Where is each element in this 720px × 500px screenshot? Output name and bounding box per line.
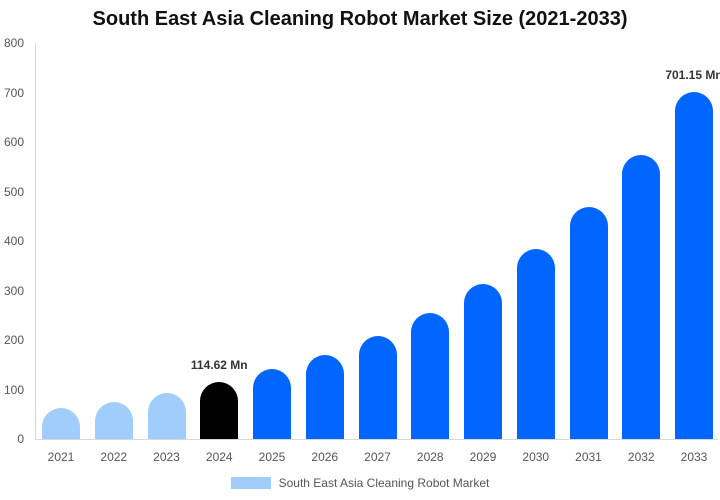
y-axis-line (35, 43, 36, 439)
legend-swatch (230, 477, 271, 489)
y-tick-label: 400 (3, 234, 24, 248)
x-tick-label: 2026 (311, 450, 339, 464)
x-tick-label: 2030 (522, 450, 550, 464)
x-tick-label: 2032 (627, 450, 655, 464)
y-tick-label: 200 (3, 333, 24, 347)
bar-2030[interactable] (516, 249, 555, 439)
legend: South East Asia Cleaning Robot Market (0, 476, 720, 490)
y-tick-label: 700 (3, 85, 24, 100)
bar-2026[interactable] (305, 354, 344, 439)
y-tick-label: 500 (3, 184, 24, 199)
x-tick-label: 2023 (153, 450, 180, 464)
x-tick-label: 2027 (364, 450, 391, 464)
chart-title: South East Asia Cleaning Robot Market Si… (92, 8, 628, 30)
x-tick-label: 2031 (575, 450, 602, 464)
x-tick-label: 2025 (258, 450, 286, 464)
bar-2033[interactable] (675, 91, 713, 439)
bar-2028[interactable] (411, 312, 450, 439)
y-tick-label: 300 (3, 283, 24, 298)
bar-2022[interactable] (94, 401, 133, 439)
x-axis-line (35, 439, 718, 440)
x-tick-label: 2024 (205, 450, 233, 464)
y-tick-label: 0 (17, 432, 24, 446)
bar-2027[interactable] (358, 336, 397, 439)
y-tick-label: 600 (3, 135, 24, 149)
bar-2031[interactable] (569, 207, 608, 439)
x-tick-label: 2029 (469, 450, 497, 464)
bar-2029[interactable] (464, 283, 502, 439)
x-tick-label: 2033 (680, 450, 708, 464)
x-tick-label: 2021 (47, 450, 75, 464)
data-label: 114.62 Mn (190, 358, 248, 373)
bar-2023[interactable] (147, 392, 186, 439)
data-label: 701.15 Mn (665, 67, 720, 82)
bar-2032[interactable] (622, 155, 661, 439)
y-tick-label: 800 (3, 36, 24, 50)
x-tick-label: 2028 (416, 450, 444, 464)
x-tick-label: 2022 (100, 450, 128, 464)
bar-2025[interactable] (253, 368, 291, 439)
bar-2024[interactable] (200, 382, 239, 439)
legend-label: South East Asia Cleaning Robot Market (278, 476, 490, 490)
bar-2021[interactable] (42, 407, 80, 439)
y-tick-label: 100 (3, 382, 24, 397)
